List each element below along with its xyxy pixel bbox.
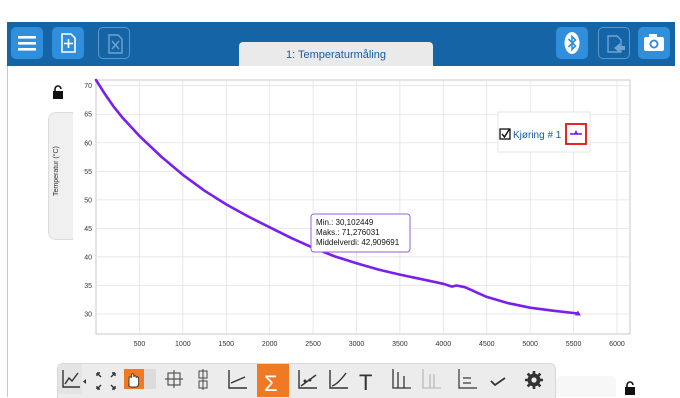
y-tick-label: 55	[84, 169, 92, 176]
statistics-tool-active[interactable]	[257, 364, 289, 397]
examine-icon[interactable]	[165, 370, 183, 388]
x-tick-label: 5000	[522, 341, 538, 348]
y-tick-label: 40	[84, 254, 92, 261]
menu-icon	[18, 36, 36, 51]
y-axis-label-tab[interactable]	[48, 112, 73, 240]
y-tick-label: 50	[84, 197, 92, 204]
x-tick-label: 6000	[609, 341, 625, 348]
x-tick-label: 1500	[218, 341, 234, 348]
x-tick-label: 2000	[262, 341, 278, 348]
page-tab-label: 1: Temperaturmåling	[285, 49, 387, 61]
stat-mean: Middelverdi: 42,909691	[316, 238, 400, 247]
tick-labels: 500 1000 1500 2000 2500 3000 3500 4000 4500 5000 5…	[84, 83, 625, 348]
series-line	[94, 78, 580, 315]
statistics-icon: Σ	[264, 371, 278, 396]
legend-marker-icon	[573, 130, 579, 135]
x-tick-label: 5500	[566, 341, 582, 348]
x-tick-label: 500	[134, 341, 146, 348]
y-tick-label: 60	[84, 140, 92, 147]
x-tick-label: 1000	[175, 341, 191, 348]
zoom-icon[interactable]	[198, 369, 208, 390]
graph-options-icon[interactable]	[58, 364, 86, 394]
y-tick-label: 65	[84, 112, 92, 119]
tangent-icon[interactable]	[228, 370, 247, 389]
check-icon	[501, 128, 511, 139]
check-tool-icon[interactable]	[490, 377, 506, 387]
statistics-box[interactable]: Min.: 30,102449 Maks.: 71,276031 Middelv…	[310, 213, 411, 253]
curve-fit-icon[interactable]	[329, 370, 348, 389]
delete-page-button[interactable]	[98, 27, 130, 59]
x-tick-label: 3000	[349, 341, 365, 348]
pan-icon	[128, 373, 140, 388]
text-annotation-icon[interactable]: T	[359, 370, 372, 395]
x-tick-label: 2500	[305, 341, 321, 348]
export-button[interactable]	[598, 27, 630, 59]
x-tick-label: 4500	[479, 341, 495, 348]
camera-icon	[644, 34, 664, 51]
integral-icon[interactable]	[392, 369, 411, 389]
legend-label: Kjøring # 1	[513, 130, 562, 141]
x-tick-label: 4000	[436, 341, 452, 348]
legend-marker-button[interactable]	[565, 123, 587, 145]
legend-checkbox[interactable]	[499, 128, 511, 140]
new-page-button[interactable]	[52, 27, 84, 59]
bluetooth-icon	[564, 32, 580, 54]
delta-icon[interactable]	[458, 369, 477, 389]
settings-icon[interactable]	[525, 371, 543, 389]
series	[94, 78, 581, 316]
series-end-marker	[574, 310, 581, 316]
y-tick-label: 45	[84, 226, 92, 233]
new-page-icon	[61, 33, 76, 53]
bluetooth-button[interactable]	[556, 27, 588, 59]
lock-icon[interactable]	[624, 381, 636, 395]
y-tick-label: 30	[84, 312, 92, 319]
x-tick-label: 3500	[392, 341, 408, 348]
stat-max: Maks.: 71,276031	[316, 228, 380, 237]
legend[interactable]: Kjøring # 1	[497, 111, 591, 153]
integral-area-icon[interactable]	[422, 369, 441, 389]
y-tick-label: 70	[84, 83, 92, 90]
status-area	[556, 376, 616, 397]
lock-icon[interactable]	[52, 85, 64, 99]
delete-page-icon	[108, 34, 123, 54]
export-icon	[607, 35, 625, 53]
page-tab[interactable]: 1: Temperaturmåling	[239, 42, 433, 66]
linear-fit-icon[interactable]	[298, 370, 317, 389]
autoscale-icon[interactable]	[96, 372, 116, 390]
y-tick-label: 35	[84, 283, 92, 290]
select-region-icon[interactable]	[144, 369, 156, 389]
camera-button[interactable]	[638, 27, 670, 59]
menu-button[interactable]	[11, 27, 43, 59]
stat-min: Min.: 30,102449	[316, 218, 374, 227]
